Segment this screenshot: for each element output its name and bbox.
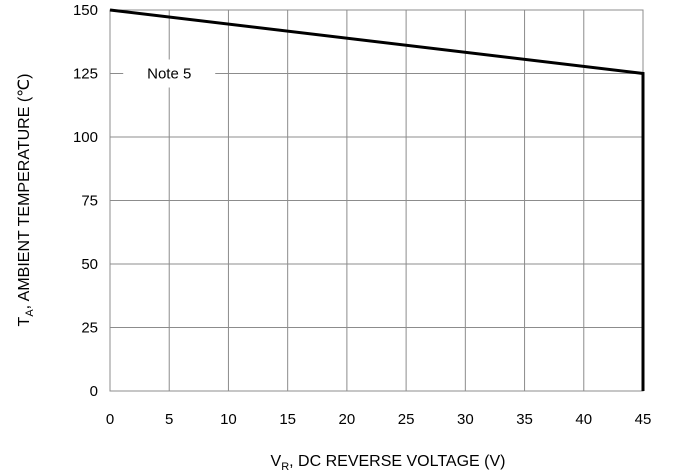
x-axis-label: VR, DC REVERSE VOLTAGE (V) <box>271 453 506 473</box>
y-tick-label-2: 50 <box>81 256 98 273</box>
y-tick-label-5: 125 <box>73 66 98 83</box>
x-tick-label-8: 40 <box>575 411 592 428</box>
x-tick-label-0: 0 <box>106 411 114 428</box>
x-tick-labels: 0 5 10 15 20 25 30 35 40 45 <box>106 411 652 428</box>
x-tick-label-7: 35 <box>516 411 533 428</box>
y-tick-labels: 0 25 50 75 100 125 150 <box>73 2 98 400</box>
x-tick-label-1: 5 <box>165 411 173 428</box>
x-tick-label-6: 30 <box>457 411 474 428</box>
y-axis-label-rest: , AMBIENT TEMPERATURE (℃) <box>16 74 33 310</box>
x-axis-label-rest: , DC REVERSE VOLTAGE (V) <box>289 453 505 470</box>
y-tick-label-1: 25 <box>81 320 98 337</box>
x-axis-label-prefix: V <box>271 453 282 470</box>
series-line-0 <box>109 8 645 391</box>
x-tick-label-3: 15 <box>279 411 296 428</box>
y-tick-label-4: 100 <box>73 129 98 146</box>
y-axis-label-subscript: A <box>24 309 36 317</box>
x-axis-label-subscript: R <box>281 461 289 473</box>
y-tick-label-0: 0 <box>90 383 98 400</box>
x-tick-label-4: 20 <box>339 411 356 428</box>
annotations: Note 5 <box>123 59 216 88</box>
series-layer <box>109 8 645 391</box>
x-tick-label-9: 45 <box>635 411 652 428</box>
annotation-label-0: Note 5 <box>147 66 191 83</box>
annotation-box-0 <box>123 59 216 88</box>
x-tick-label-2: 10 <box>220 411 237 428</box>
y-axis-label: TA, AMBIENT TEMPERATURE (℃) <box>16 74 36 327</box>
y-tick-label-6: 150 <box>73 2 98 19</box>
x-tick-label-5: 25 <box>398 411 415 428</box>
y-axis-label-prefix: T <box>16 316 33 326</box>
y-tick-label-3: 75 <box>81 193 98 210</box>
